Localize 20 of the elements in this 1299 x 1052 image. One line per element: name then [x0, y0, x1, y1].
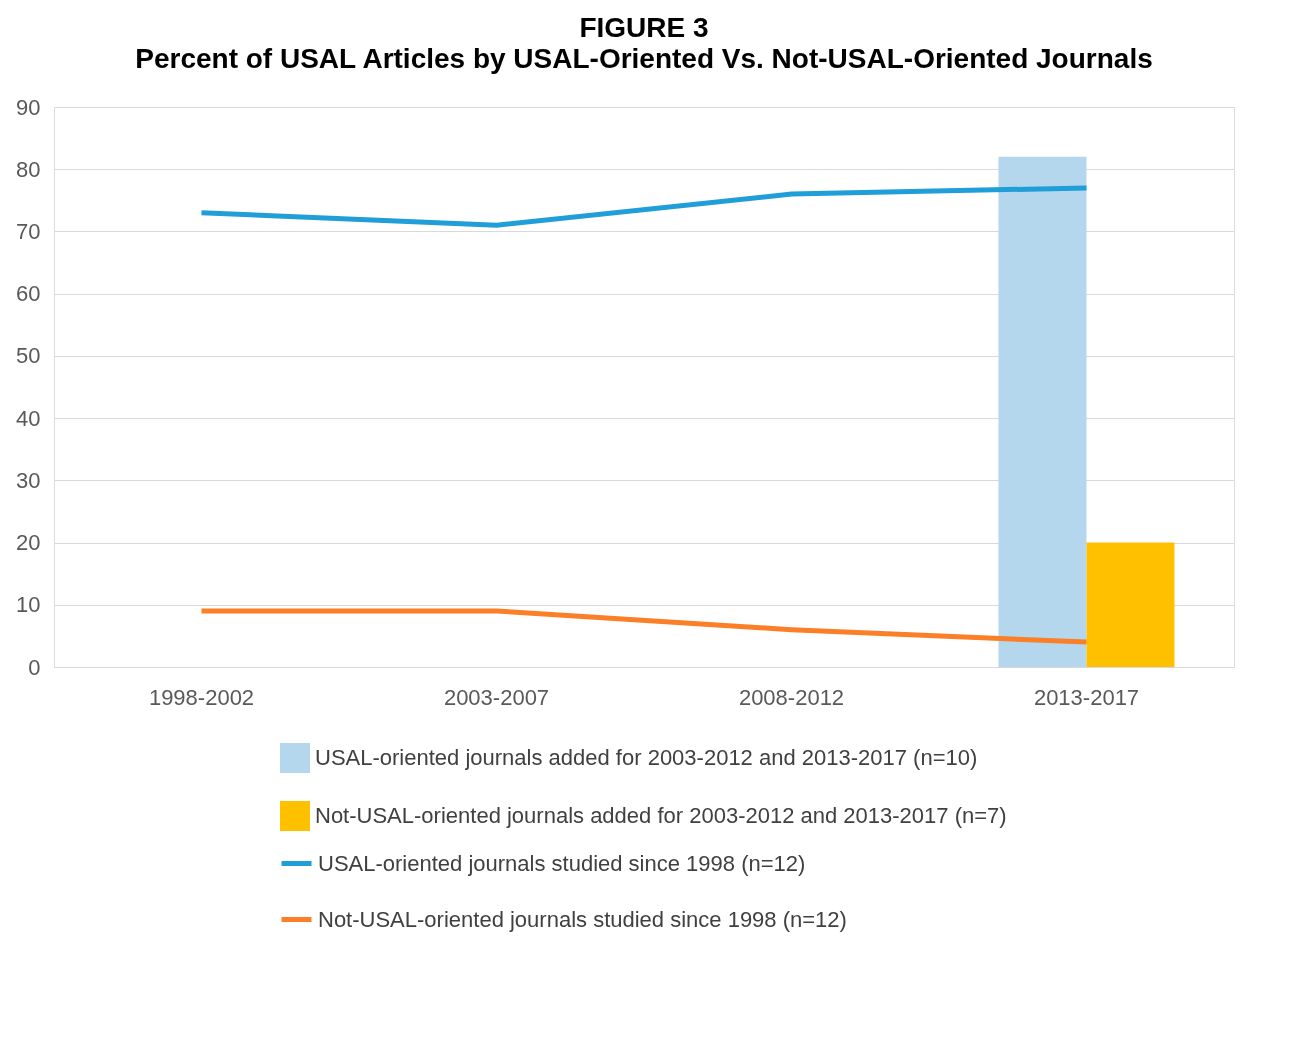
chart-title: FIGURE 3: [579, 12, 709, 43]
x-tick-label: 1998-2002: [148, 684, 255, 710]
y-tick-label: 0: [28, 654, 41, 680]
x-tick-label: 2013-2017: [1033, 684, 1140, 710]
y-tick-label: 60: [16, 281, 41, 307]
y-tick-label: 70: [16, 218, 41, 244]
y-tick-label: 40: [16, 405, 41, 431]
chart-subtitle: Percent of USAL Articles by USAL-Oriented Vs. Not-USAL-Oriented Journals: [135, 43, 1153, 74]
x-tick-label: 2003-2007: [443, 684, 550, 710]
y-tick-label: 80: [16, 156, 41, 182]
legend-label: Not-USAL-oriented journals added for 2003-2012 and 2013-2017 (n=7): [315, 803, 1007, 828]
legend-label: Not-USAL-oriented journals studied since 1998 (n=12): [318, 906, 847, 932]
x-tick-label: 2008-2012: [738, 684, 845, 710]
y-tick-label: 10: [16, 592, 41, 618]
legend-label: USAL-oriented journals added for 2003-2012 and 2013-2017 (n=10): [315, 745, 978, 770]
y-tick-label: 50: [16, 343, 41, 369]
legend-label: USAL-oriented journals studied since 1998 (n=12): [318, 850, 806, 876]
y-tick-label: 20: [16, 530, 41, 556]
y-tick-label: 90: [16, 94, 41, 120]
y-tick-label: 30: [16, 467, 41, 493]
